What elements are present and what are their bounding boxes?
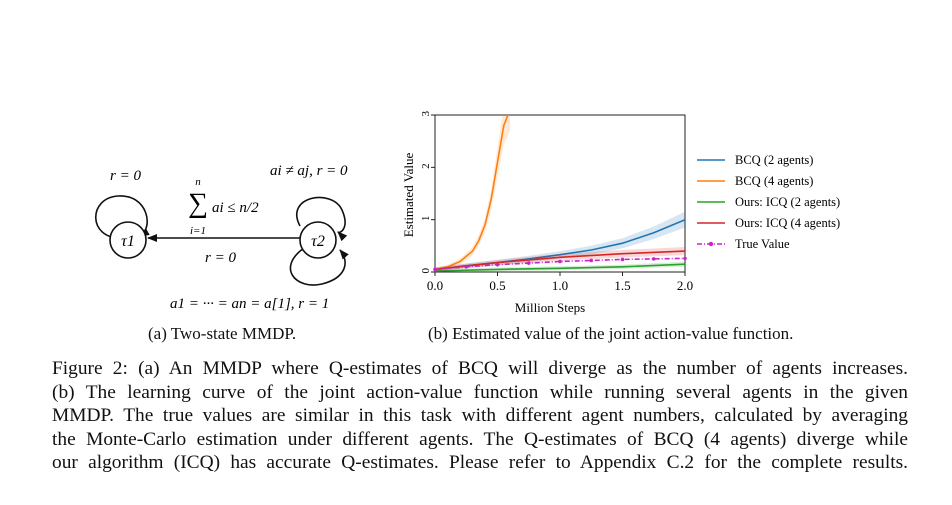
series-band-1 — [435, 115, 510, 272]
transition-reward: r = 0 — [205, 250, 236, 266]
subcaption-a: (a) Two-state MMDP. — [148, 324, 297, 343]
x-tick-label: 1.0 — [552, 278, 568, 293]
series-point — [651, 257, 656, 261]
series-point — [620, 257, 625, 262]
chart-legend: BCQ (2 agents) BCQ (4 agents) Ours: ICQ (2… — [697, 153, 840, 251]
self-loop-right-lower — [289, 247, 349, 286]
series-line-4 — [435, 257, 685, 271]
y-tick-label: 0 — [420, 268, 432, 274]
subcaption-b: (b) Estimated value of the joint action-… — [428, 324, 794, 343]
series-line-1 — [435, 115, 509, 271]
caption-line: the Monte-Carlo estimation under differe… — [52, 428, 908, 450]
series-line-2 — [435, 263, 685, 272]
self-loop-right — [296, 196, 348, 242]
figure-caption: Figure 2: (a) An MMDP where Q-estimates … — [52, 357, 908, 475]
x-tick-label: 0.0 — [427, 278, 443, 293]
state-tau1 — [109, 221, 147, 259]
legend-label: Ours: ICQ (2 agents) — [735, 195, 840, 209]
y-tick-label: 1 — [420, 216, 432, 222]
y-axis-label: Estimated Value — [401, 152, 416, 237]
caption-line: MMDP. The true values are similar in thi… — [52, 405, 908, 426]
state-tau2-label: τ2 — [311, 233, 325, 250]
state-tau2 — [299, 221, 337, 259]
self-loop-right-label: ai ≠ aj, r = 0 — [270, 163, 348, 179]
legend-label: BCQ (4 agents) — [735, 174, 813, 188]
plot-ticks: 0.0 0.5 1.0 1.5 2.0 0 1 2 3 — [420, 111, 693, 294]
value-chart: 0.0 0.5 1.0 1.5 2.0 0 1 2 3 Million Steps Estima… — [401, 111, 693, 316]
x-tick-label: 2.0 — [677, 278, 693, 293]
series-band-0 — [435, 211, 685, 272]
series-point — [589, 258, 594, 263]
self-loop-left-label: r = 0 — [110, 168, 141, 184]
state-tau1-label: τ1 — [121, 233, 135, 250]
caption-line: (b) The learning curve of the joint acti… — [52, 381, 908, 403]
series-point — [558, 259, 562, 264]
x-axis-label: Million Steps — [515, 300, 585, 315]
sum-bottom: i=1 — [190, 225, 206, 237]
sum-symbol: ∑ — [188, 188, 208, 219]
y-tick-label: 2 — [420, 163, 432, 169]
series-point — [464, 264, 469, 269]
caption-line: our algorithm (ICQ) has accurate Q-estim… — [52, 452, 908, 473]
mmdp-diagram: τ1 τ2 r = 0 ai ≠ aj, r = 0 n ∑ i=1 ai ≤ … — [95, 163, 349, 312]
x-tick-label: 0.5 — [489, 278, 505, 293]
y-tick-label: 3 — [420, 111, 432, 117]
series-line-3 — [435, 250, 685, 271]
self-loop-left — [95, 195, 150, 239]
series-point — [495, 262, 500, 267]
series-point — [433, 267, 437, 272]
return-label: a1 = ··· = an = a[1], r = 1 — [170, 296, 329, 312]
x-tick-label: 1.5 — [614, 278, 630, 293]
legend-marker — [708, 241, 714, 247]
sum-top: n — [195, 176, 201, 188]
legend-label: Ours: ICQ (4 agents) — [735, 216, 840, 230]
transition-condition: ai ≤ n/2 — [212, 200, 259, 216]
series-point — [526, 261, 531, 265]
series-point — [683, 256, 687, 261]
legend-label: BCQ (2 agents) — [735, 153, 813, 167]
legend-label: True Value — [735, 237, 790, 251]
caption-line: Figure 2: (a) An MMDP where Q-estimates … — [52, 358, 908, 379]
plot-series — [433, 115, 687, 272]
